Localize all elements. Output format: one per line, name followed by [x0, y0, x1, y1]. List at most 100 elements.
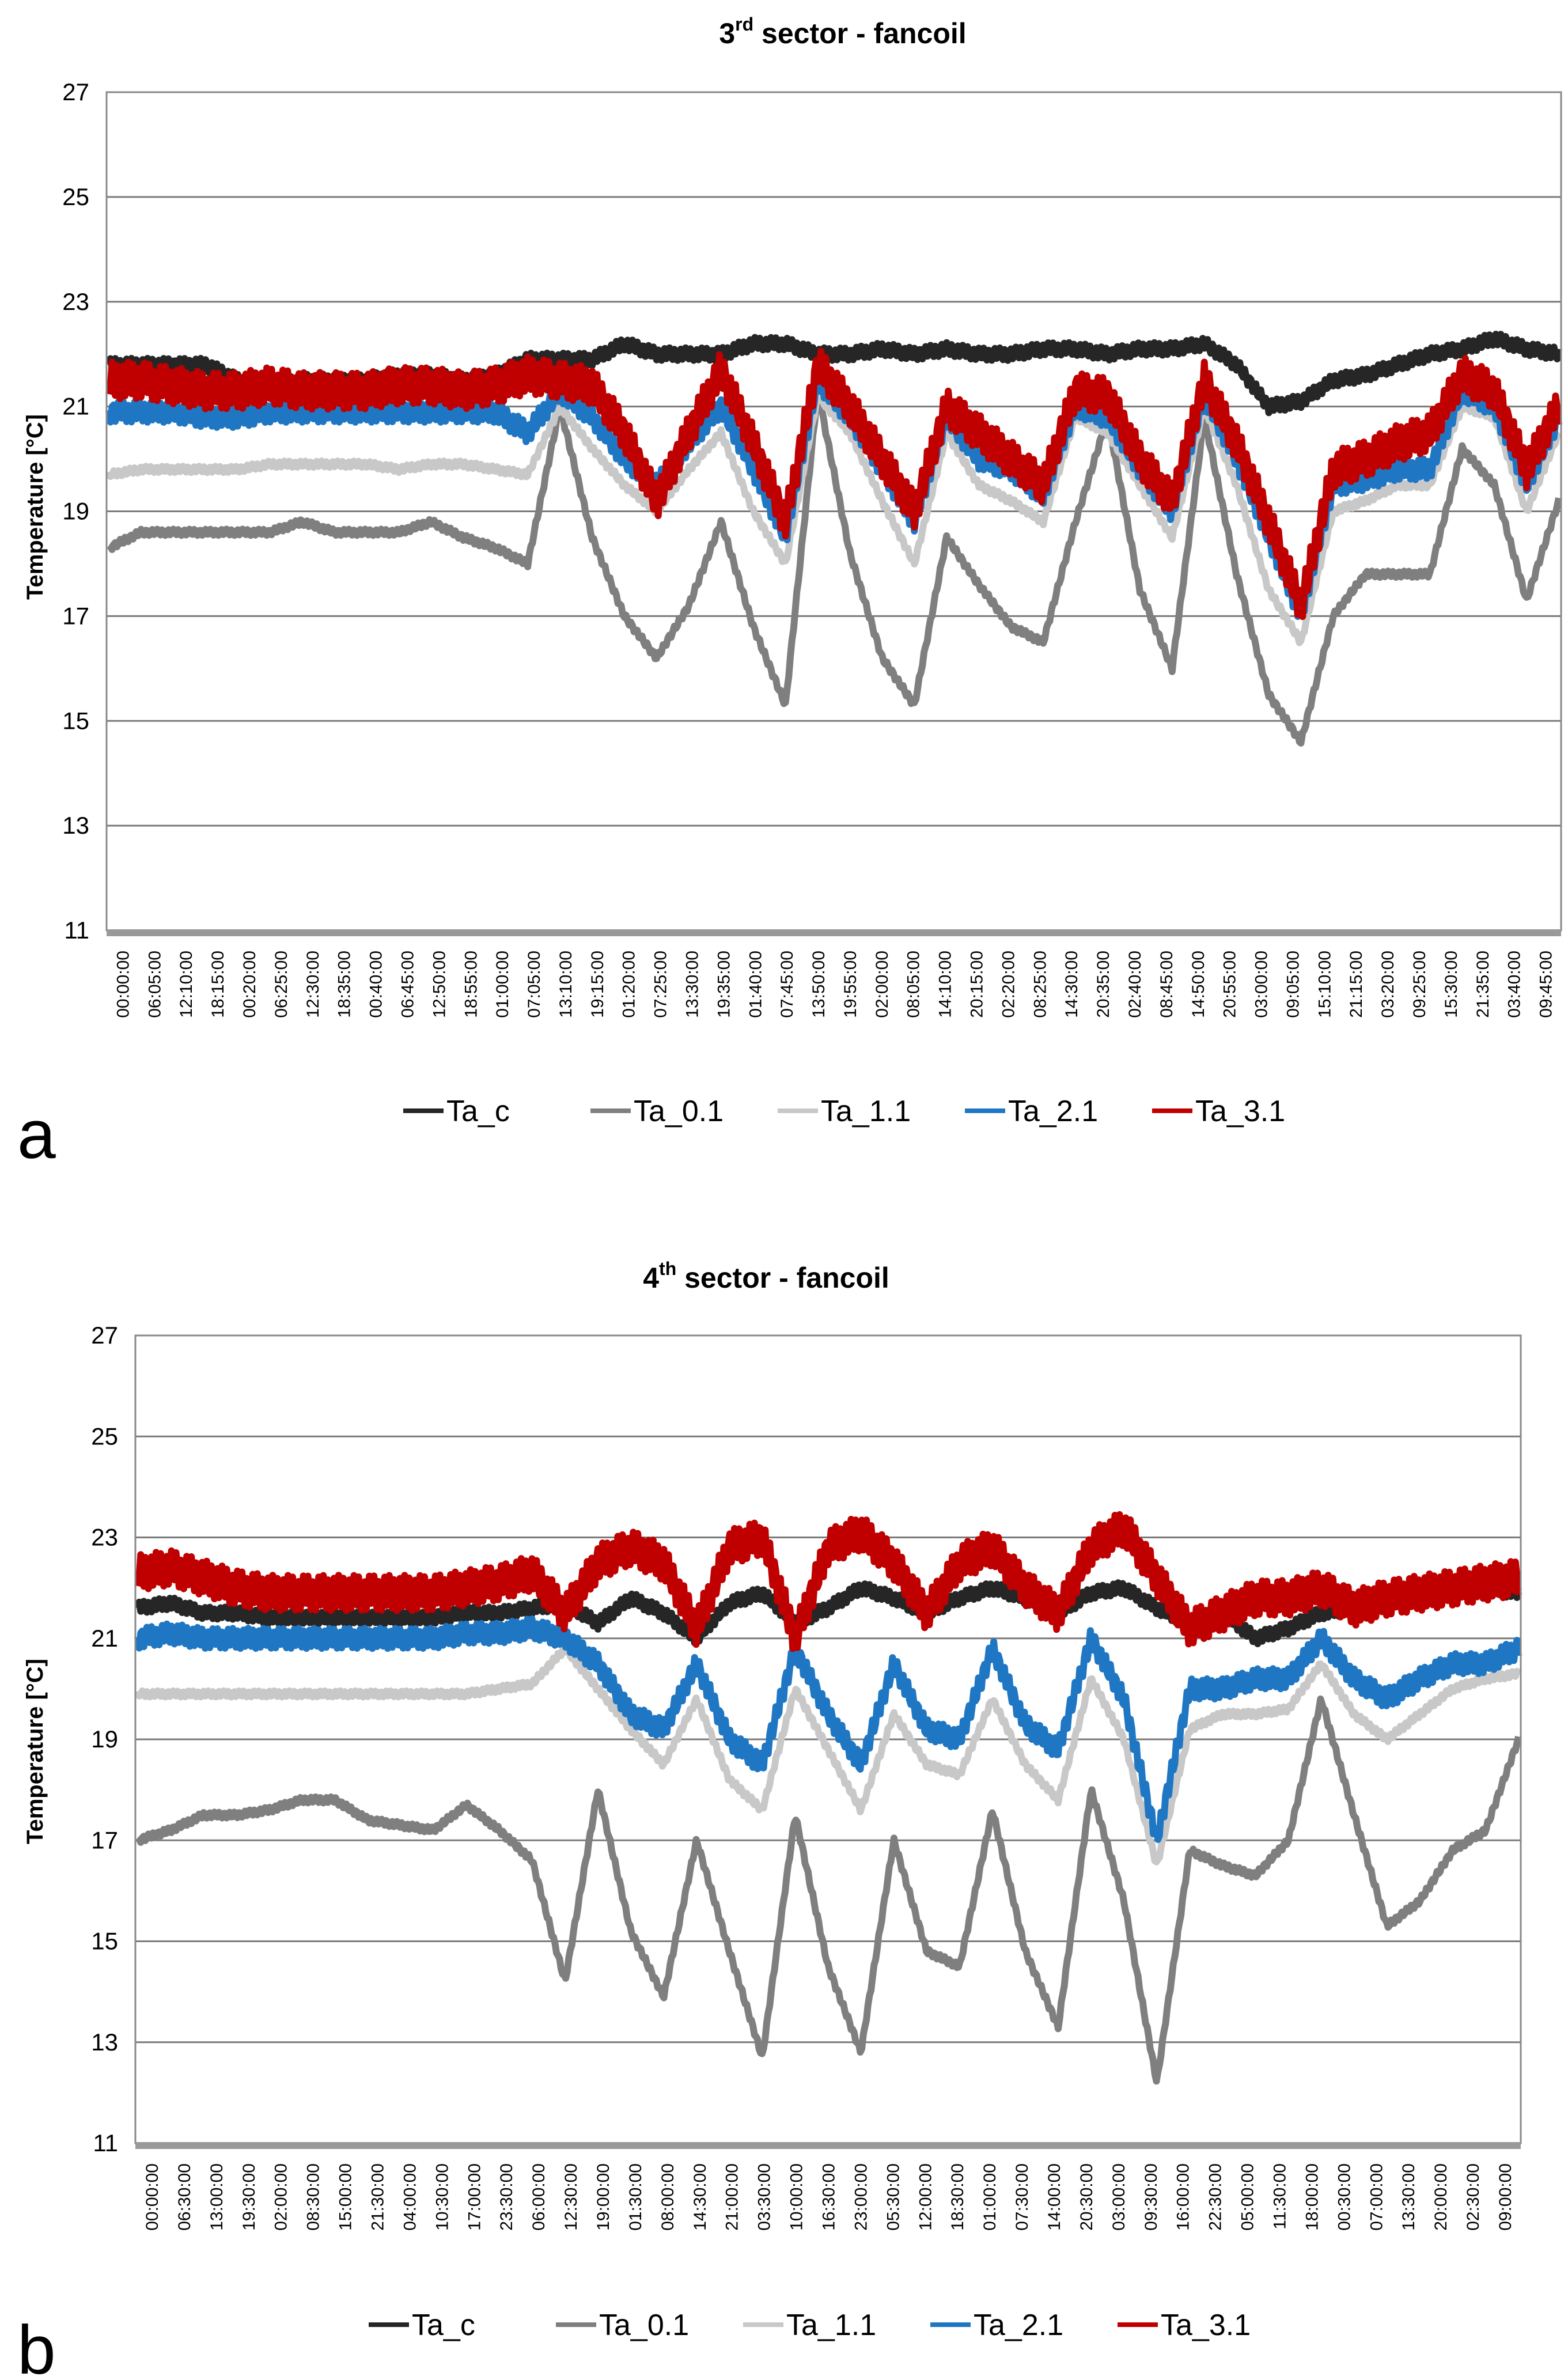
x-tick-label: 01:20:00 — [620, 951, 639, 1018]
x-tick-label: 10:00:00 — [787, 2163, 806, 2231]
series-line-ta-2-1 — [134, 1615, 1522, 1843]
x-tick-label: 11:30:00 — [1271, 2163, 1290, 2230]
y-tick-label: 11 — [64, 917, 89, 944]
y-tick-label: 17 — [62, 602, 89, 629]
y-tick-label: 11 — [93, 2129, 118, 2156]
x-tick-label: 23:30:00 — [497, 2163, 516, 2231]
y-tick-label: 13 — [62, 812, 89, 839]
y-tick-label: 23 — [91, 1524, 118, 1551]
x-tick-label: 18:15:00 — [209, 951, 228, 1018]
x-tick-label: 18:55:00 — [461, 951, 480, 1018]
y-tick-label: 17 — [91, 1826, 118, 1853]
series-line-ta-c — [134, 1578, 1522, 1648]
x-tick-label: 01:00:00 — [980, 2163, 999, 2231]
x-tick-label: 07:30:00 — [1013, 2163, 1032, 2231]
series-line-ta-3-1 — [134, 1511, 1522, 1652]
x-tick-label: 00:00:00 — [143, 2163, 162, 2231]
x-tick-label: 13:30:00 — [1399, 2163, 1418, 2231]
chart-title-a: 3rd sector - fancoil — [719, 14, 966, 50]
x-tick-label: 19:15:00 — [588, 951, 607, 1018]
x-tick-label: 21:35:00 — [1474, 951, 1493, 1018]
x-tick-label: 23:00:00 — [851, 2163, 870, 2231]
x-tick-label: 00:20:00 — [240, 951, 259, 1018]
x-tick-label: 19:30:00 — [240, 2163, 259, 2231]
y-tick-label: 27 — [62, 78, 89, 105]
x-tick-label: 18:35:00 — [335, 951, 354, 1018]
x-tick-label: 14:10:00 — [936, 951, 955, 1018]
x-tick-label: 04:00:00 — [400, 2163, 419, 2231]
x-tick-label: 08:30:00 — [304, 2163, 323, 2231]
series-group-b — [134, 1511, 1522, 2085]
chart-panel-b: 4th sector - fancoil Temperature [°C] 11… — [17, 1258, 1522, 2380]
x-tick-label: 03:30:00 — [755, 2163, 774, 2231]
x-tick-label: 08:45:00 — [1157, 951, 1176, 1018]
legend-label: Ta_3.1 — [1195, 1095, 1285, 1128]
chart-panel-a: 3rd sector - fancoil Temperature [°C] 11… — [17, 14, 1562, 1173]
legend-label: Ta_0.1 — [599, 2309, 689, 2342]
legend-label: Ta_1.1 — [786, 2309, 876, 2342]
x-tick-label: 12:10:00 — [177, 951, 196, 1018]
y-axis-label-a: Temperature [°C] — [22, 414, 48, 600]
x-tick-label: 08:00:00 — [658, 2163, 677, 2231]
x-tick-label: 18:00:00 — [1302, 2163, 1321, 2231]
series-line-ta-0-1 — [135, 1695, 1522, 2085]
legend-label: Ta_c — [446, 1095, 510, 1128]
x-tick-label: 01:30:00 — [626, 2163, 645, 2231]
legend-label: Ta_1.1 — [821, 1095, 911, 1128]
x-tick-label: 18:30:00 — [948, 2163, 967, 2231]
x-tick-label: 03:00:00 — [1252, 951, 1271, 1018]
x-tick-label: 06:45:00 — [398, 951, 417, 1018]
x-tick-label: 19:00:00 — [594, 2163, 613, 2231]
legend-label: Ta_3.1 — [1161, 2309, 1251, 2342]
panel-letter-a: a — [17, 1096, 56, 1173]
x-tick-label: 02:40:00 — [1126, 951, 1145, 1018]
panel-letter-b: b — [17, 2311, 56, 2380]
x-tick-label: 06:30:00 — [175, 2163, 194, 2231]
x-tick-label: 03:00:00 — [1109, 2163, 1128, 2231]
series-line-ta-1-1 — [134, 1644, 1521, 1866]
y-tick-label: 15 — [62, 707, 89, 734]
x-tick-label: 02:30:00 — [1464, 2163, 1483, 2231]
x-tick-label: 06:25:00 — [272, 951, 291, 1018]
legend-label: Ta_2.1 — [1008, 1095, 1098, 1128]
x-tick-label: 03:20:00 — [1378, 951, 1397, 1018]
x-tick-label: 07:45:00 — [778, 951, 797, 1018]
x-tick-label: 09:30:00 — [1142, 2163, 1161, 2231]
x-tick-label: 21:00:00 — [723, 2163, 742, 2231]
x-tick-label: 02:20:00 — [999, 951, 1018, 1018]
x-tick-label: 10:30:00 — [433, 2163, 452, 2231]
x-tick-labels-a: 00:00:00 06:05:00 12:10:00 18:15:00 00:20:00… — [113, 951, 1555, 1018]
y-tick-label: 13 — [91, 2029, 118, 2056]
x-tick-label: 13:10:00 — [556, 951, 575, 1018]
legend-label: Ta_c — [412, 2309, 475, 2342]
legend-a: Ta_c Ta_0.1 Ta_1.1 Ta_2.1 Ta_3.1 — [403, 1095, 1285, 1128]
y-tick-label: 23 — [62, 288, 89, 315]
x-tick-label: 06:05:00 — [145, 951, 164, 1018]
x-tick-label: 09:25:00 — [1410, 951, 1429, 1018]
legend-label: Ta_0.1 — [634, 1095, 724, 1128]
x-tick-label: 12:50:00 — [430, 951, 449, 1018]
y-tick-label: 25 — [91, 1422, 118, 1450]
x-tick-label: 15:10:00 — [1315, 951, 1334, 1018]
x-tick-label: 02:00:00 — [873, 951, 892, 1018]
x-tick-labels-b: 00:00:00 06:30:00 13:00:00 19:30:00 02:00:00… — [143, 2163, 1515, 2231]
x-tick-label: 15:00:00 — [336, 2163, 355, 2231]
y-tick-labels-a: 11 13 15 17 19 21 23 25 27 — [62, 78, 89, 944]
x-tick-label: 12:30:00 — [562, 2163, 581, 2231]
x-tick-label: 12:00:00 — [916, 2163, 935, 2231]
chart-title-b: 4th sector - fancoil — [643, 1258, 889, 1294]
x-tick-label: 14:30:00 — [1062, 951, 1081, 1018]
x-tick-label: 22:30:00 — [1206, 2163, 1225, 2231]
x-tick-label: 14:30:00 — [691, 2163, 710, 2231]
series-line-ta-3-1 — [105, 347, 1562, 620]
y-axis-label-b: Temperature [°C] — [22, 1659, 48, 1844]
x-tick-label: 19:35:00 — [714, 951, 733, 1018]
x-tick-label: 17:00:00 — [465, 2163, 484, 2231]
x-tick-label: 07:05:00 — [525, 951, 544, 1018]
y-tick-label: 15 — [91, 1928, 118, 1955]
y-tick-label: 21 — [91, 1625, 118, 1652]
x-tick-label: 00:00:00 — [113, 951, 132, 1018]
y-tick-label: 19 — [62, 498, 89, 525]
